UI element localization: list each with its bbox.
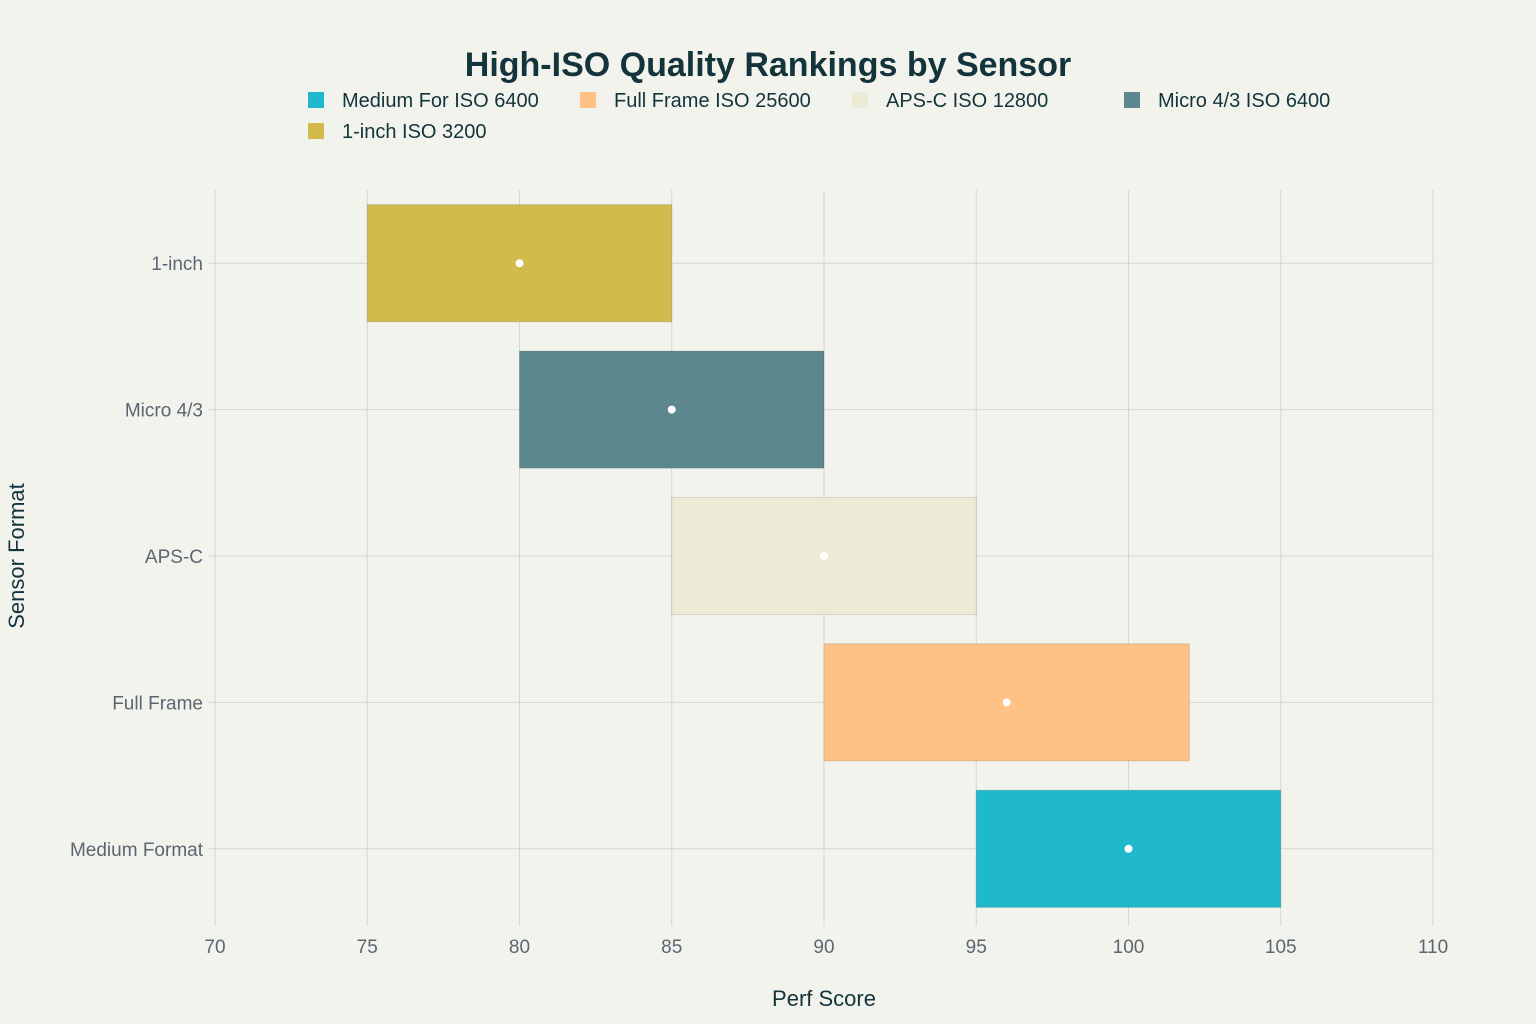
legend-label: Medium For ISO 6400	[342, 90, 539, 112]
median-point	[1124, 844, 1133, 853]
median-point	[667, 405, 676, 414]
x-tick-label: 70	[204, 937, 225, 958]
y-tick-label: Micro 4/3	[125, 401, 203, 422]
y-tick-label: 1-inch	[151, 254, 203, 275]
x-tick-label: 90	[813, 937, 834, 958]
legend: Medium For ISO 6400 Full Frame ISO 25600 A…	[308, 90, 1330, 143]
legend-swatch	[308, 123, 324, 139]
median-point	[515, 259, 524, 268]
legend-swatch	[852, 92, 868, 108]
y-tick-label: APS-C	[145, 547, 203, 568]
legend-swatch	[308, 92, 324, 108]
legend-label: Full Frame ISO 25600	[614, 90, 811, 112]
y-tick-label: Full Frame	[112, 693, 203, 714]
x-tick-label: 75	[357, 937, 378, 958]
x-tick-label: 80	[509, 937, 530, 958]
legend-label: 1-inch ISO 3200	[342, 121, 487, 143]
x-axis-ticks: 70 75 80 85 90 95 100 105 110	[204, 937, 1448, 958]
y-axis-label: Sensor Format	[4, 483, 29, 629]
median-point	[1002, 698, 1011, 707]
chart-title: High-ISO Quality Rankings by Sensor	[465, 46, 1071, 84]
legend-label: APS-C ISO 12800	[886, 90, 1048, 112]
bars	[366, 204, 1282, 908]
legend-label: Micro 4/3 ISO 6400	[1158, 90, 1330, 112]
y-axis-ticks: 1-inch Micro 4/3 APS-C Full Frame Medium For…	[70, 254, 204, 861]
x-tick-label: 105	[1265, 937, 1297, 958]
x-tick-label: 100	[1113, 937, 1145, 958]
x-tick-label: 85	[661, 937, 682, 958]
x-tick-label: 110	[1418, 937, 1448, 958]
median-point	[820, 552, 828, 560]
x-tick-label: 95	[966, 937, 987, 958]
legend-swatch	[1124, 92, 1140, 108]
legend-swatch	[580, 92, 596, 108]
y-tick-label: Medium Format	[70, 840, 204, 861]
x-axis-label: Perf Score	[772, 986, 876, 1011]
